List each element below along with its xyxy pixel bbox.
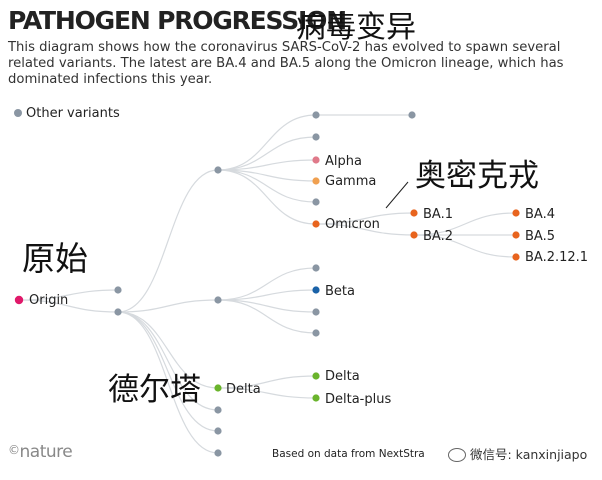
label-delta-parent: Delta xyxy=(226,382,261,397)
link-omicron-ba1 xyxy=(315,212,415,225)
node-dot-u1 xyxy=(312,264,320,272)
annotation-origin-chinese: 原始 xyxy=(22,239,88,278)
link-a3-delta xyxy=(217,375,317,389)
diagram-subtitle: This diagram shows how the coronavirus S… xyxy=(8,40,564,87)
tree-links xyxy=(18,114,517,454)
node-dot-w3 xyxy=(214,449,222,457)
node-dot-origin xyxy=(14,295,24,305)
node-dot-gamma xyxy=(312,177,320,185)
node-dot-w1 xyxy=(214,406,222,414)
node-dot-omicron xyxy=(312,220,320,228)
label-ba5: BA.5 xyxy=(525,229,555,244)
node-dot-far xyxy=(408,111,416,119)
link-origin-r1 xyxy=(18,289,119,301)
diagram-title-chinese: 病毒变异 xyxy=(296,10,416,45)
legend-other-variants: Other variants xyxy=(14,106,120,121)
node-dot-t5 xyxy=(312,198,320,206)
link-a2-beta xyxy=(217,289,317,301)
annotation-omicron-chinese: 奥密克戎 xyxy=(415,158,539,194)
data-source-note: Based on data from NextStra xyxy=(272,448,425,460)
link-a1-t1 xyxy=(217,114,317,171)
diagram-title: PATHOGEN PROGRESSION xyxy=(8,6,347,35)
link-a1-alpha xyxy=(217,159,317,171)
node-dot-dplus xyxy=(312,394,320,402)
node-dot-w2 xyxy=(214,427,222,435)
label-ba2121: BA.2.12.1 xyxy=(525,250,588,265)
node-dot-u3 xyxy=(312,308,320,316)
node-dot-ba2 xyxy=(410,231,418,239)
link-a3-dplus xyxy=(217,387,317,399)
nature-logo: ©nature xyxy=(8,442,73,462)
link-a1-t5 xyxy=(217,169,317,203)
wechat-watermark: 微信号: kanxinjiapo xyxy=(448,444,588,463)
legend-label: Other variants xyxy=(26,106,120,121)
link-origin-r2 xyxy=(18,299,119,313)
node-dot-a2 xyxy=(214,296,222,304)
node-dot-a3 xyxy=(214,384,222,392)
label-ba4: BA.4 xyxy=(525,207,555,222)
label-beta: Beta xyxy=(325,284,355,299)
node-dot-r2 xyxy=(114,308,122,316)
link-a2-u4 xyxy=(217,299,317,334)
link-a2-u3 xyxy=(217,299,317,313)
link-ba2-ba4 xyxy=(413,212,517,236)
label-alpha: Alpha xyxy=(325,154,362,169)
node-dot-a1 xyxy=(214,166,222,174)
link-omicron-ba2 xyxy=(315,223,415,236)
link-a2-u1 xyxy=(217,267,317,301)
link-a1-omicron xyxy=(217,169,317,225)
node-dot-t1 xyxy=(312,111,320,119)
grey-dot-icon xyxy=(14,108,22,117)
link-ba2-ba2121 xyxy=(413,234,517,258)
tree-nodes xyxy=(14,111,520,457)
node-dot-t2 xyxy=(312,133,320,141)
link-r2-w2 xyxy=(117,311,219,432)
link-a1-gamma xyxy=(217,169,317,182)
node-dot-ba5 xyxy=(512,231,520,239)
node-dot-ba2121 xyxy=(512,253,520,261)
node-dot-ba1 xyxy=(410,209,418,217)
link-r2-a1 xyxy=(117,169,219,313)
label-delta: Delta xyxy=(325,369,360,384)
node-dot-u4 xyxy=(312,329,320,337)
label-origin: Origin xyxy=(29,293,68,308)
link-r2-a2 xyxy=(117,299,219,313)
node-dot-alpha xyxy=(312,156,320,164)
node-dot-r1 xyxy=(114,286,122,294)
link-r2-w1 xyxy=(117,311,219,411)
wechat-icon xyxy=(448,447,466,462)
node-dot-delta xyxy=(312,372,320,380)
label-gamma: Gamma xyxy=(325,174,376,189)
link-r2-w3 xyxy=(117,311,219,454)
omicron-pointer-line xyxy=(385,181,409,209)
label-omicron: Omicron xyxy=(325,217,380,232)
node-dot-ba4 xyxy=(512,209,520,217)
annotation-delta-chinese: 德尔塔 xyxy=(108,372,201,408)
label-ba1: BA.1 xyxy=(423,207,453,222)
node-dot-beta xyxy=(312,286,320,294)
label-delta-plus: Delta-plus xyxy=(325,392,391,407)
label-ba2: BA.2 xyxy=(423,229,453,244)
link-a1-t2 xyxy=(217,136,317,171)
